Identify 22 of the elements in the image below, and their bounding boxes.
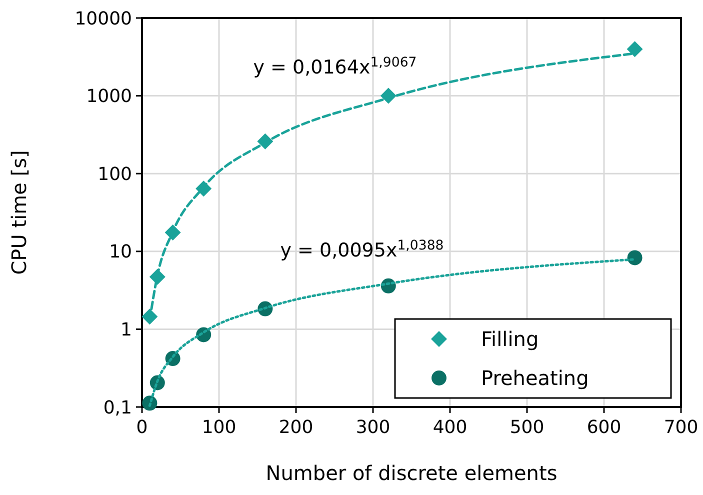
- y-tick-label: 1000: [86, 86, 132, 108]
- y-tick-label: 100: [98, 164, 132, 185]
- y-tick-label: 1: [120, 320, 132, 340]
- point: [627, 250, 642, 266]
- legend-label: Filling: [481, 327, 539, 351]
- y-tick-label: 0,1: [103, 397, 132, 418]
- y-tick-label: 10: [109, 242, 132, 263]
- x-tick-label: 400: [432, 417, 468, 438]
- x-tick-label: 0: [136, 417, 148, 438]
- point: [626, 41, 643, 58]
- x-tick-label: 500: [510, 417, 544, 438]
- y-tick-label: 10000: [74, 8, 132, 30]
- y-axis-title: CPU time [s]: [7, 150, 31, 275]
- x-tick-label: 300: [356, 417, 390, 438]
- x-tick-label: 700: [664, 417, 698, 438]
- x-axis-title: Number of discrete elements: [266, 461, 558, 485]
- x-tick-label: 100: [202, 417, 236, 438]
- legend-label: Preheating: [481, 366, 589, 390]
- x-tick-label: 600: [586, 417, 622, 438]
- annotation: y = 0,0095x$^{1,0388}$: [280, 238, 444, 262]
- annotation: y = 0,0164x$^{1,9067}$: [253, 55, 417, 79]
- x-tick-label: 200: [278, 417, 314, 438]
